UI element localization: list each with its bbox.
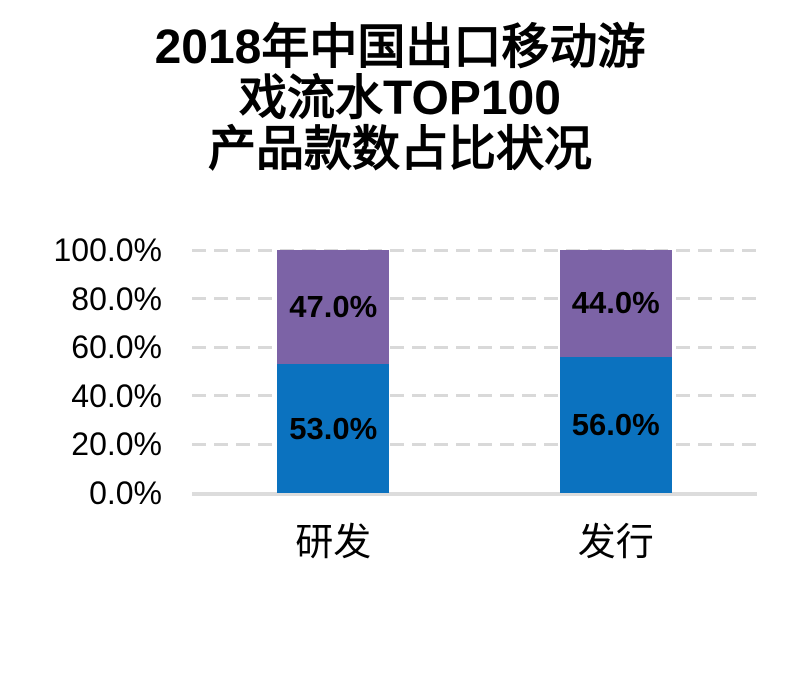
gridline [192,297,757,301]
gridline [192,394,757,398]
y-axis-tick-label: 0.0% [89,475,162,511]
bar-segment-segment-top: 47.0% [277,250,390,365]
gridline [192,345,757,349]
stacked-bar-1: 53.0% 47.0% [277,250,390,493]
y-axis-tick-label: 20.0% [71,426,162,463]
y-axis-tick-label: 100.0% [53,232,162,268]
bar-segment-segment-top: 44.0% [559,250,672,357]
stacked-bar-2: 56.0% 44.0% [559,250,672,493]
x-axis-line [192,492,757,496]
x-axis-category-label: 研发 [295,522,372,564]
chart-title: 2018年中国出口移动游 戏流水TOP100 产品款数占比状况 [0,22,800,175]
gridline [192,442,757,446]
x-axis-category-label: 发行 [577,522,654,564]
gridline [192,248,757,252]
bar-segment-value-label: 53.0% [289,410,378,446]
bar-segment-value-label: 56.0% [571,406,660,442]
bar-segment-segment-bottom: 53.0% [277,364,390,493]
y-axis-tick-label: 60.0% [71,329,162,366]
bar-segment-value-label: 47.0% [289,289,378,325]
bar-segment-segment-bottom: 56.0% [559,356,672,493]
y-axis-tick-label: 80.0% [71,280,162,317]
bar-segment-value-label: 44.0% [571,285,660,321]
plot-area: 53.0% 47.0% 56.0% 44.0% [192,248,757,496]
y-axis-tick-label: 40.0% [71,377,162,414]
chart-title-line-3: 产品款数占比状况 [207,123,592,176]
chart-title-line-2: 戏流水TOP100 [239,72,561,125]
chart-title-line-1: 2018年中国出口移动游 [154,21,646,74]
